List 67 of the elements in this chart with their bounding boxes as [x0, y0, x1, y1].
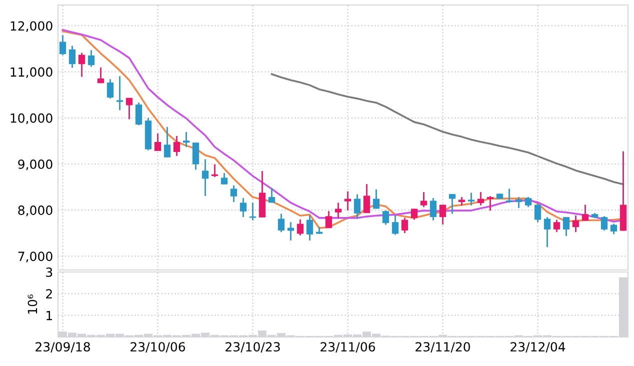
candlestick — [154, 132, 162, 152]
candlestick — [515, 196, 522, 209]
y-tick-label: 10,000 — [10, 113, 52, 124]
candlestick — [202, 158, 209, 197]
y-tick-label: 12,000 — [10, 21, 52, 32]
candlestick — [59, 34, 66, 56]
candlestick — [78, 52, 86, 78]
candlestick — [401, 217, 408, 234]
candlestick — [268, 187, 276, 204]
candlestick — [610, 223, 618, 235]
x-tick-label: 23/10/06 — [130, 342, 186, 353]
candlestick — [420, 191, 428, 208]
candlestick — [173, 135, 180, 157]
candlestick — [306, 214, 314, 242]
y-tick-label: 3 — [46, 267, 52, 277]
candlestick — [344, 190, 352, 212]
y-tick-label: 11,000 — [10, 67, 52, 78]
candlestick — [182, 131, 190, 148]
candlestick — [392, 214, 399, 236]
candlestick — [287, 221, 294, 242]
candlestick — [562, 216, 570, 237]
candlestick — [106, 78, 114, 100]
candlestick — [230, 184, 238, 203]
candlestick — [524, 196, 532, 208]
x-tick-label: 23/11/06 — [320, 342, 376, 353]
y-tick-label: 7,000 — [18, 252, 52, 262]
candlestick — [278, 213, 285, 233]
candlestick — [582, 204, 589, 222]
candlestick — [296, 218, 304, 236]
y-tick-label: 2 — [46, 289, 52, 298]
x-tick-label: 23/10/23 — [226, 342, 280, 353]
line-series — [270, 73, 624, 186]
candlestick — [68, 45, 76, 69]
candlestick — [439, 204, 446, 226]
candlestick — [249, 202, 256, 222]
candlestick — [448, 193, 456, 214]
candlestick — [468, 192, 475, 206]
candlestick — [477, 191, 484, 206]
candlestick — [382, 210, 390, 226]
x-tick-label: 23/11/20 — [416, 342, 470, 353]
candlestick — [544, 216, 551, 248]
candlestick — [325, 210, 332, 229]
candlestick — [363, 183, 370, 214]
candlestick — [135, 102, 142, 126]
y-axis-title: 10⁶ — [28, 294, 38, 314]
candlestick — [97, 66, 104, 84]
candlestick — [240, 197, 247, 218]
candlestick — [486, 195, 494, 212]
x-tick-label: 23/09/18 — [36, 342, 90, 353]
candlestick — [354, 194, 361, 220]
y-tick-label: 8,000 — [18, 206, 52, 216]
candlestick — [88, 49, 95, 68]
candlestick — [192, 142, 200, 170]
y-tick-label: 9,000 — [18, 159, 52, 170]
y-tick-label: 1 — [46, 310, 52, 320]
candlestick — [572, 214, 580, 233]
candlestick — [220, 172, 228, 186]
candlestick — [126, 97, 133, 120]
candlestick — [430, 197, 437, 222]
x-tick-label: 23/12/04 — [510, 342, 566, 353]
candlestick — [534, 203, 542, 223]
candlestick — [164, 126, 171, 158]
candlestick — [600, 215, 608, 232]
candlestick — [372, 188, 380, 210]
candlestick — [334, 202, 342, 219]
candlestick — [553, 219, 560, 233]
candlestick — [116, 75, 124, 111]
